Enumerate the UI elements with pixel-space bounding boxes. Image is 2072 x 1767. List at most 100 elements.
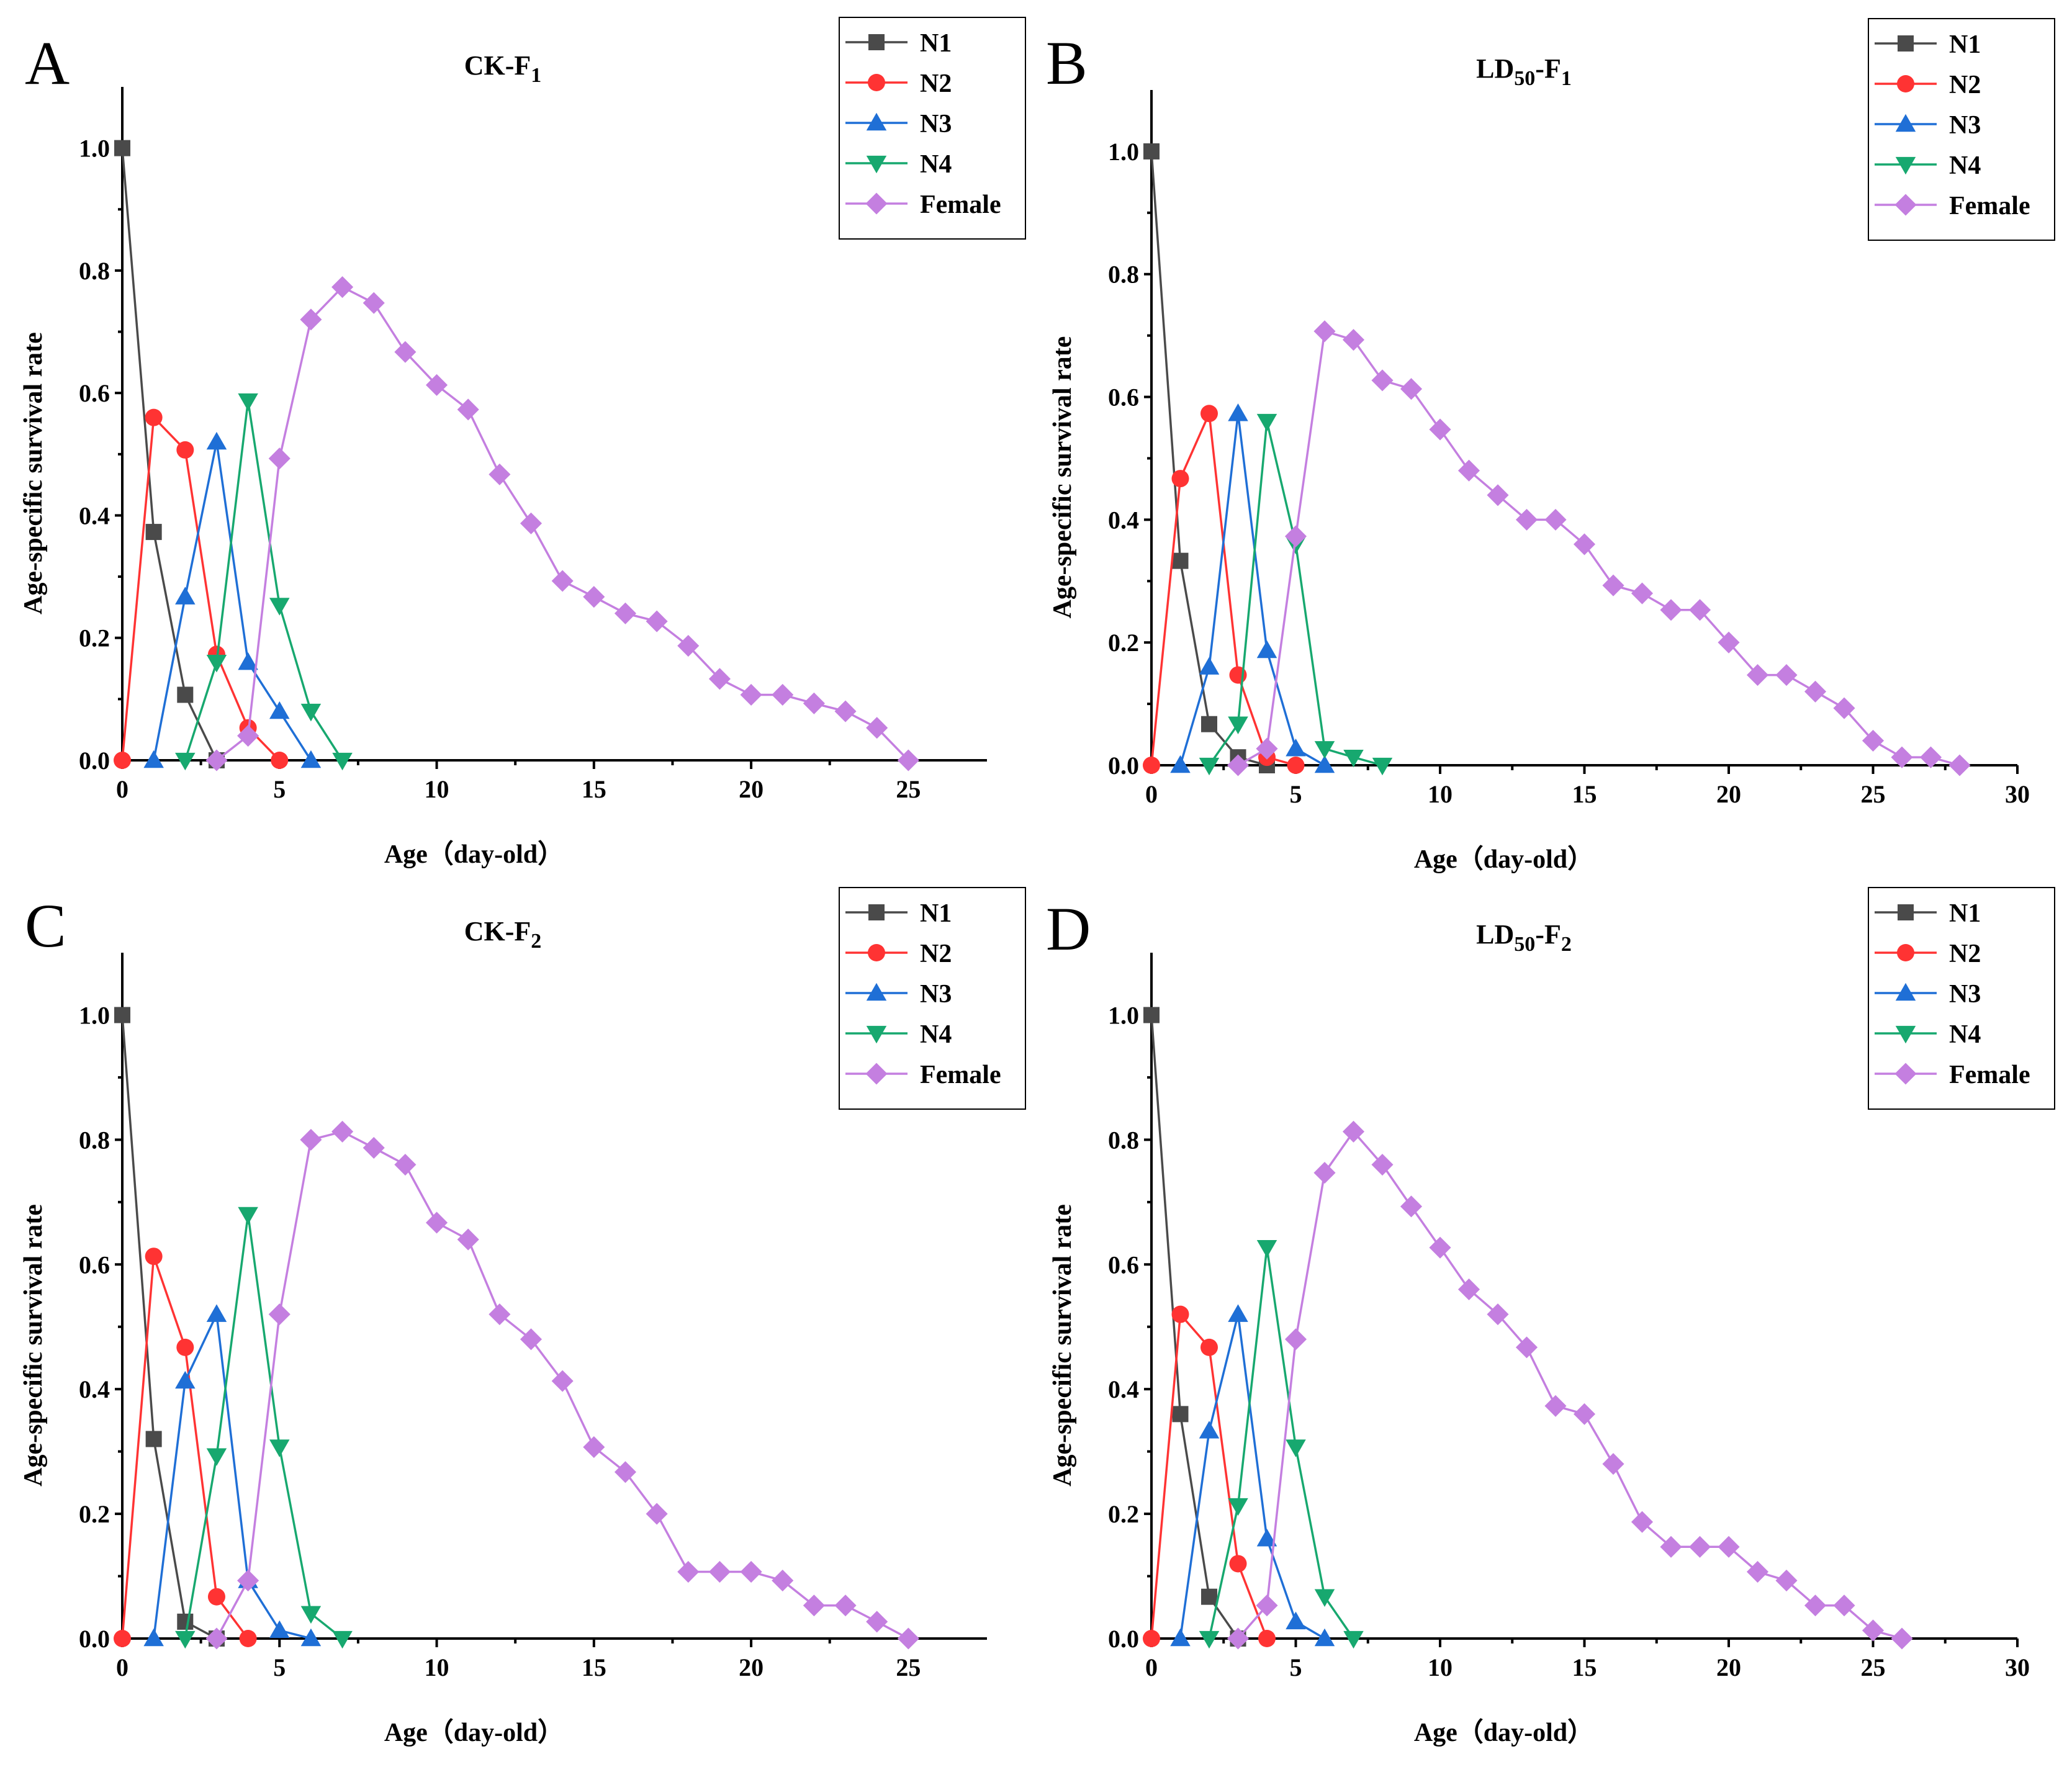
series-female — [205, 276, 919, 771]
data-point-female — [300, 1128, 322, 1151]
data-point-n4 — [269, 1439, 290, 1457]
data-point-n2 — [1171, 1305, 1189, 1323]
data-point-female — [1804, 680, 1827, 703]
series-line-n3 — [152, 441, 312, 761]
legend: N1 N2 N3 N4 Female — [1868, 887, 2055, 1110]
series-line-n1 — [121, 148, 218, 761]
data-point-n2 — [1258, 1630, 1276, 1647]
series-line-n1 — [121, 1015, 217, 1640]
legend-marker-n3 — [1895, 114, 1916, 132]
legend-label-female: Female — [1949, 192, 2030, 220]
title-main: LD — [1476, 53, 1514, 84]
data-point-female — [1660, 599, 1682, 621]
y-tick-label: 0.6 — [1108, 384, 1139, 411]
series-line-female — [1237, 1130, 1903, 1640]
y-tick-label: 0.6 — [1108, 1251, 1139, 1279]
x-tick-label: 0 — [116, 1653, 128, 1681]
data-point-female — [205, 1627, 228, 1650]
y-axis-label: Age-specific survival rate — [1048, 1204, 1077, 1486]
legend-marker-n4 — [1895, 156, 1916, 175]
data-point-n3 — [1314, 1628, 1335, 1647]
data-point-female — [1457, 459, 1480, 482]
data-point-female — [1284, 525, 1307, 547]
y-tick-label: 0.0 — [1108, 752, 1139, 780]
data-point-female — [1804, 1594, 1827, 1617]
data-point-n4 — [1314, 1589, 1335, 1607]
x-tick-label: 0 — [1145, 780, 1158, 808]
legend-label-female: Female — [920, 1061, 1001, 1089]
data-point-n3 — [1286, 739, 1306, 757]
data-point-female — [1948, 754, 1971, 776]
y-tick-label: 0.8 — [1108, 261, 1139, 289]
y-axis-label: Age-specific survival rate — [19, 1204, 48, 1486]
data-point-n3 — [206, 431, 227, 450]
data-point-n3 — [175, 1370, 196, 1389]
data-point-female — [1775, 664, 1798, 686]
x-tick-label: 15 — [1572, 1653, 1597, 1681]
y-axis-label: Age-specific survival rate — [19, 332, 48, 614]
y-tick-label: 0.0 — [79, 1625, 110, 1653]
data-point-n4 — [332, 752, 353, 771]
series-n2 — [114, 1248, 257, 1647]
panel-title: CK-F1 — [464, 50, 542, 87]
data-point-n3 — [1228, 1304, 1248, 1322]
x-tick-label: 10 — [425, 775, 449, 803]
y-tick-label: 0.0 — [1108, 1625, 1139, 1653]
data-point-n2 — [114, 1630, 131, 1647]
x-tick-label: 20 — [739, 1653, 763, 1681]
data-point-female — [1631, 582, 1654, 605]
x-tick-label: 25 — [896, 1653, 921, 1681]
legend-marker-female — [1894, 1063, 1917, 1085]
series-n4 — [175, 1207, 353, 1649]
data-point-female — [1718, 1535, 1740, 1558]
data-point-female — [520, 512, 543, 534]
data-point-female — [237, 724, 259, 747]
data-point-female — [1342, 1120, 1365, 1143]
data-point-n1 — [1172, 1406, 1189, 1423]
y-tick-label: 1.0 — [79, 1001, 110, 1029]
data-point-n3 — [1199, 657, 1220, 675]
data-point-female — [1313, 320, 1336, 343]
title-main: LD — [1476, 919, 1514, 950]
series-line-n3 — [152, 1310, 312, 1640]
y-tick-label: 0.2 — [1108, 629, 1139, 657]
data-point-female — [551, 570, 574, 592]
data-point-n1 — [177, 1613, 194, 1630]
data-point-n4 — [1343, 1630, 1364, 1649]
data-point-n1 — [177, 686, 194, 703]
legend-label-n2: N2 — [1949, 940, 1981, 968]
legend-marker-n2 — [868, 74, 885, 91]
x-axis-label: Age（day-old） — [1414, 845, 1593, 874]
legend-label-n1: N1 — [1949, 30, 1981, 59]
data-point-female — [1891, 746, 1913, 768]
data-point-female — [1862, 1619, 1885, 1642]
x-axis-label: Age（day-old） — [384, 1718, 564, 1747]
series-n3 — [1170, 1304, 1335, 1647]
chart-panel-c: C CK-F2 0.0 0.2 0.4 0.6 0.8 1.0 0 5 10 15 20 25 Age（da… — [19, 887, 1026, 1747]
title-subscript: 50 — [1514, 933, 1535, 956]
data-point-female — [331, 1120, 354, 1143]
data-point-n4 — [269, 598, 290, 616]
data-point-n3 — [1256, 1529, 1277, 1547]
data-point-n4 — [175, 1630, 196, 1649]
data-point-female — [1718, 631, 1740, 654]
data-point-n4 — [1256, 413, 1277, 432]
data-point-female — [803, 1594, 825, 1617]
series-n3 — [143, 1304, 322, 1647]
x-tick-label: 30 — [2005, 780, 2030, 808]
data-point-n1 — [145, 524, 162, 541]
panel-title: LD50-F1 — [1476, 53, 1572, 90]
series-female — [205, 1120, 919, 1650]
data-point-female — [1631, 1511, 1654, 1533]
data-point-female — [834, 1594, 857, 1617]
data-point-female — [237, 1570, 259, 1592]
series-line-female — [215, 286, 909, 762]
data-point-n4 — [1228, 716, 1248, 734]
data-point-n4 — [1314, 741, 1335, 759]
series-n4 — [175, 393, 353, 771]
data-point-female — [268, 447, 291, 470]
title-subscript-2: 2 — [1561, 933, 1572, 956]
x-tick-label: 25 — [1861, 1653, 1886, 1681]
x-tick-label: 20 — [739, 775, 763, 803]
